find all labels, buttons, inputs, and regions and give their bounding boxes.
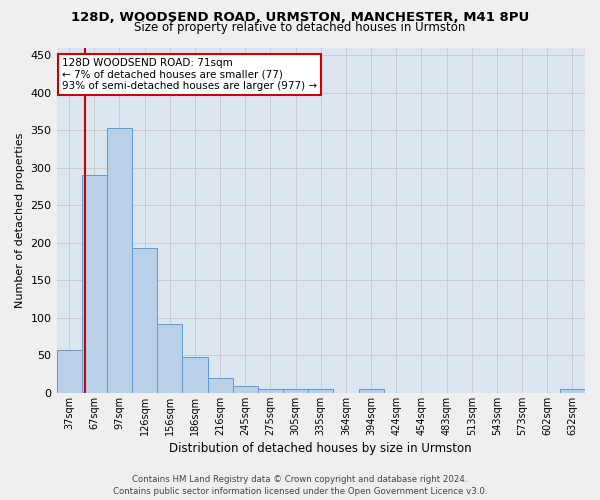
Bar: [182, 358, 208, 393]
Bar: [56, 350, 82, 393]
Bar: [107, 128, 132, 393]
X-axis label: Distribution of detached houses by size in Urmston: Distribution of detached houses by size …: [169, 442, 472, 455]
Bar: [283, 389, 308, 393]
Text: Contains HM Land Registry data © Crown copyright and database right 2024.
Contai: Contains HM Land Registry data © Crown c…: [113, 474, 487, 496]
Bar: [258, 389, 283, 393]
Bar: [308, 389, 334, 393]
Bar: [157, 324, 182, 393]
Text: 128D WOODSEND ROAD: 71sqm
← 7% of detached houses are smaller (77)
93% of semi-d: 128D WOODSEND ROAD: 71sqm ← 7% of detach…: [62, 58, 317, 91]
Bar: [359, 389, 383, 393]
Bar: [82, 175, 107, 393]
Bar: [233, 386, 258, 393]
Text: Size of property relative to detached houses in Urmston: Size of property relative to detached ho…: [134, 22, 466, 35]
Y-axis label: Number of detached properties: Number of detached properties: [15, 132, 25, 308]
Bar: [560, 389, 585, 393]
Bar: [208, 378, 233, 393]
Bar: [132, 248, 157, 393]
Text: 128D, WOODSEND ROAD, URMSTON, MANCHESTER, M41 8PU: 128D, WOODSEND ROAD, URMSTON, MANCHESTER…: [71, 11, 529, 24]
